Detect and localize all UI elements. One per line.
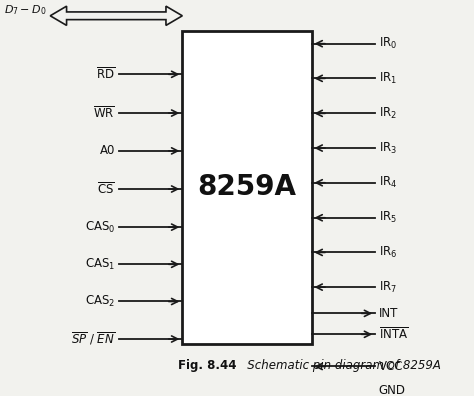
Polygon shape (50, 6, 182, 25)
Text: $\overline{\mathrm{INTA}}$: $\overline{\mathrm{INTA}}$ (379, 327, 408, 342)
Text: $\overline{SP}$ / $\overline{EN}$: $\overline{SP}$ / $\overline{EN}$ (71, 331, 115, 347)
Text: $\overline{\mathrm{WR}}$: $\overline{\mathrm{WR}}$ (93, 105, 115, 121)
Text: $\mathrm{IR}_{5}$: $\mathrm{IR}_{5}$ (379, 210, 397, 225)
Text: INT: INT (379, 307, 398, 320)
Text: $\mathrm{IR}_{1}$: $\mathrm{IR}_{1}$ (379, 71, 397, 86)
Text: $\mathrm{IR}_{2}$: $\mathrm{IR}_{2}$ (379, 106, 397, 121)
Text: Fig. 8.44: Fig. 8.44 (178, 359, 237, 372)
Text: $\mathrm{IR}_{7}$: $\mathrm{IR}_{7}$ (379, 280, 397, 295)
Text: $\mathrm{IR}_{6}$: $\mathrm{IR}_{6}$ (379, 245, 397, 260)
Text: GND: GND (379, 384, 406, 396)
Bar (182, 31, 311, 344)
Text: $\mathrm{IR}_{4}$: $\mathrm{IR}_{4}$ (379, 175, 397, 190)
Text: $\mathrm{IR}_{3}$: $\mathrm{IR}_{3}$ (379, 141, 397, 156)
Text: $\mathrm{CAS}_{1}$: $\mathrm{CAS}_{1}$ (85, 257, 115, 272)
Text: Schematic pin diagram of 8259A: Schematic pin diagram of 8259A (237, 359, 441, 372)
Text: $\overline{\mathrm{RD}}$: $\overline{\mathrm{RD}}$ (96, 67, 115, 82)
Text: 8259A: 8259A (198, 173, 296, 202)
Text: $\mathrm{IR}_{0}$: $\mathrm{IR}_{0}$ (379, 36, 397, 51)
Text: A0: A0 (100, 145, 115, 157)
Text: VCC: VCC (379, 360, 403, 373)
Text: $\overline{\mathrm{CS}}$: $\overline{\mathrm{CS}}$ (98, 181, 115, 197)
Text: $D_7 - D_0$: $D_7 - D_0$ (4, 3, 46, 17)
Text: $\mathrm{CAS}_{2}$: $\mathrm{CAS}_{2}$ (85, 294, 115, 309)
Text: $\mathrm{CAS}_{0}$: $\mathrm{CAS}_{0}$ (85, 219, 115, 235)
